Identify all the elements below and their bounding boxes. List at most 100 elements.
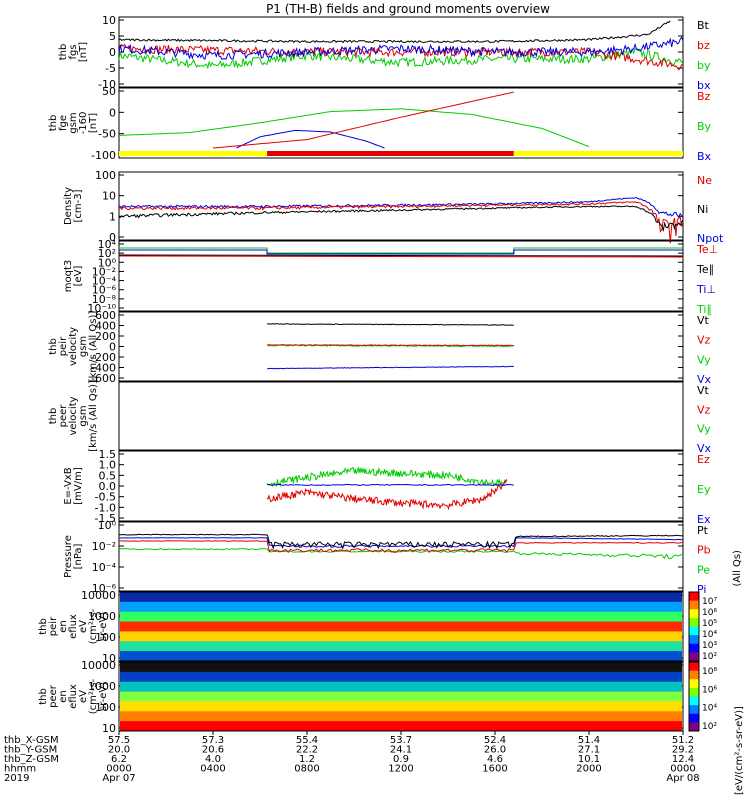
chart-title: P1 (TH-B) fields and ground moments over… — [266, 2, 550, 16]
status-bar-segment — [267, 151, 514, 156]
y-tick-label: -0.5 — [95, 491, 116, 504]
colorbar-band — [689, 617, 699, 627]
y-axis-label: Pressure [nPa] — [63, 535, 84, 578]
x-tick-label: 4.6 — [487, 754, 503, 765]
y-tick-label: 10⁻¹⁰ — [87, 302, 116, 315]
x-tick-label: 1.2 — [299, 754, 315, 765]
y-axis-label: Density [cm-3] — [63, 187, 84, 225]
panel-frame — [118, 87, 684, 159]
y-axis-label-line: velocity — [68, 396, 79, 435]
y-axis-label-line: [nT] — [88, 113, 99, 133]
y-axis-label-line: thb — [48, 408, 59, 425]
y-axis-label-line: thb — [38, 688, 49, 705]
y-axis-label-line: gsm — [78, 336, 89, 357]
y-tick-label: 10⁰ — [98, 519, 117, 532]
y-tick-label: -50 — [98, 128, 116, 141]
series-Pi — [118, 537, 684, 548]
legend-Bx: Bx — [697, 150, 712, 163]
x-tick-label: 51.4 — [578, 735, 600, 746]
y-axis-label-line: [eV] — [73, 266, 84, 287]
spectrogram-band — [120, 641, 682, 652]
colorbar-band — [689, 679, 699, 689]
y-tick-label: 10⁻⁶ — [92, 582, 117, 595]
y-axis-label-line: -160 — [78, 112, 89, 135]
legend-Ti⊥: Ti⊥ — [696, 283, 716, 296]
y-axis-label-line: peir — [48, 616, 59, 636]
legend-Vt: Vt — [697, 314, 710, 327]
colorbar-band — [689, 652, 699, 662]
y-tick-label: 0 — [109, 106, 116, 119]
x-tick-label: 22.2 — [296, 745, 318, 756]
x-tick-label: 10.1 — [578, 754, 600, 765]
x-tick-label: 1200 — [388, 764, 413, 775]
x-tick-label: Apr 07 — [102, 773, 135, 784]
y-tick-label: 100 — [95, 631, 116, 644]
x-tick-label: 29.2 — [672, 745, 694, 756]
y-tick-label: 1.0 — [99, 459, 117, 472]
legend-Vz: Vz — [697, 403, 711, 416]
y-axis-label-line: thb — [48, 338, 59, 355]
legend-Vy: Vy — [697, 423, 711, 436]
colorbar-band — [689, 722, 699, 732]
y-axis-label-line: peer — [48, 684, 59, 708]
y-axis-label-line: eflux — [68, 684, 79, 709]
spectrogram-band — [120, 621, 682, 632]
x-row-label: hhmm — [4, 764, 36, 775]
y-tick-label: 10² — [98, 247, 116, 260]
x-tick-label: 53.7 — [390, 735, 412, 746]
y-tick-label: 1.5 — [99, 448, 117, 461]
y-tick-label: 10⁰ — [98, 256, 117, 269]
x-tick-label: 51.2 — [672, 735, 694, 746]
x-tick-label: 2000 — [576, 764, 601, 775]
y-axis-label-line: eV — [78, 690, 89, 703]
x-tick-label: 0800 — [294, 764, 319, 775]
colorbar-tick-label: 10⁵ — [702, 619, 717, 629]
colorbar-tick-label: 10⁴ — [702, 630, 717, 640]
colorbar-tick-label: 10⁶ — [702, 608, 717, 618]
legend-Pb: Pb — [697, 544, 711, 557]
y-axis-label-line: peir — [58, 336, 69, 356]
x-tick-label: 6.2 — [111, 754, 127, 765]
x-tick-label: 0.9 — [393, 754, 409, 765]
colorbar-label: [eV/(cm²-s-sr-eV)] — [734, 706, 745, 795]
legend-bz: bz — [697, 39, 710, 52]
colorbar-frame — [688, 591, 700, 662]
panel-peer: thb peer velocity gsm [km/s (All Qs)] Vt Vz Vy V… — [48, 380, 712, 455]
legend-Vt: Vt — [697, 384, 710, 397]
x-tick-label: 0400 — [200, 764, 225, 775]
y-axis-label-line: sr-eV) — [98, 682, 109, 711]
panel-peer_spec: 10000 1000 100 10 thb peer en eflux eV (cm²-s-sr-… — [38, 659, 717, 735]
y-axis-label-line: Pressure — [63, 535, 74, 578]
legend-Ne: Ne — [697, 174, 712, 187]
y-tick-label: 10 — [102, 190, 116, 203]
status-bar-segment — [513, 151, 683, 156]
y-tick-label: 10⁴ — [98, 238, 117, 251]
x-tick-label: 24.1 — [390, 745, 412, 756]
series-By — [118, 108, 590, 148]
side-label: (All Qs) — [732, 550, 743, 587]
panel-frame — [118, 450, 684, 522]
spectrogram-band — [120, 651, 682, 662]
y-tick-label: 0.0 — [99, 480, 117, 493]
y-axis-label-line: sr-eV) — [98, 612, 109, 641]
spectrogram-frame — [118, 591, 684, 662]
series-Bt — [118, 20, 671, 44]
y-tick-label: 10⁻² — [92, 540, 116, 553]
legend-Vx: Vx — [697, 442, 712, 455]
y-tick-label: 10 — [102, 722, 116, 735]
x-tick-label: Apr 08 — [666, 773, 699, 784]
colorbar-tick-label: 10² — [702, 652, 717, 662]
y-axis-label-line: gsm — [68, 112, 79, 133]
series-Ey — [266, 466, 508, 488]
colorbar-band — [689, 609, 699, 619]
x-tick-label: 1600 — [482, 764, 507, 775]
series-Bz — [212, 91, 514, 149]
series-Te-perp — [118, 255, 684, 258]
series-bx — [118, 36, 684, 61]
colorbar-band — [689, 662, 699, 672]
spectrogram — [118, 661, 684, 732]
colorbar: 10⁸ 10⁶ 10⁴ 10² — [688, 661, 717, 732]
y-axis-label: moqt3 [eV] — [63, 260, 84, 293]
spectrogram-band — [120, 631, 682, 642]
y-axis-label-line: [cm-3] — [73, 189, 84, 222]
